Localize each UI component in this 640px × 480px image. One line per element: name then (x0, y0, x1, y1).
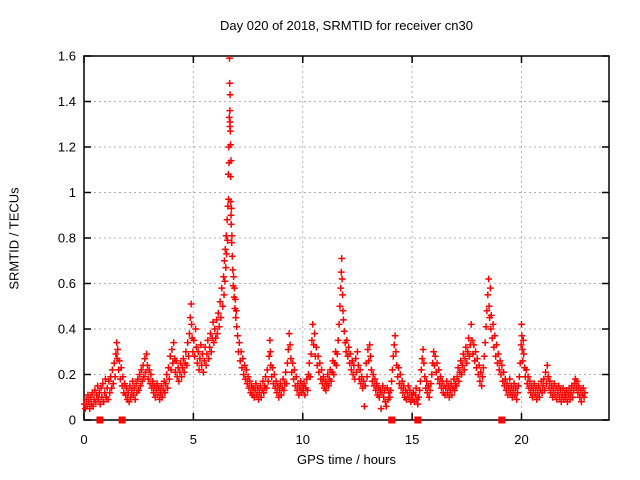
flagged-epoch-square (414, 416, 422, 424)
plot-frame (83, 55, 610, 421)
y-tick-label: 1 (69, 185, 76, 200)
x-tick-label: 0 (80, 432, 87, 447)
x-tick-label: 20 (514, 432, 528, 447)
y-tick-labels: 0 0.2 0.4 0.6 0.8 1 1.2 1.4 1.6 (58, 49, 76, 428)
y-tick-label: 0.4 (58, 322, 76, 337)
x-tick-label: 15 (405, 432, 419, 447)
flagged-epoch-markers (96, 416, 506, 424)
y-tick-label: 1.6 (58, 49, 76, 64)
flagged-epoch-square (498, 416, 506, 424)
y-tick-label: 0.8 (58, 231, 76, 246)
y-tick-label: 0.2 (58, 367, 76, 382)
chart-title: Day 020 of 2018, SRMTID for receiver cn3… (220, 18, 473, 33)
x-tick-label: 10 (296, 432, 310, 447)
x-tick-labels: 0 5 10 15 20 (80, 432, 528, 447)
y-tick-label: 1.2 (58, 140, 76, 155)
flagged-epoch-square (96, 416, 104, 424)
scatter-points (81, 54, 589, 412)
gridlines (84, 56, 609, 420)
y-tick-label: 0.6 (58, 276, 76, 291)
flagged-epoch-square (118, 416, 126, 424)
x-tick-label: 5 (190, 432, 197, 447)
x-axis-label: GPS time / hours (297, 452, 396, 467)
y-tick-label: 0 (69, 413, 76, 428)
flagged-epoch-square (388, 416, 396, 424)
y-tick-label: 1.4 (58, 94, 76, 109)
